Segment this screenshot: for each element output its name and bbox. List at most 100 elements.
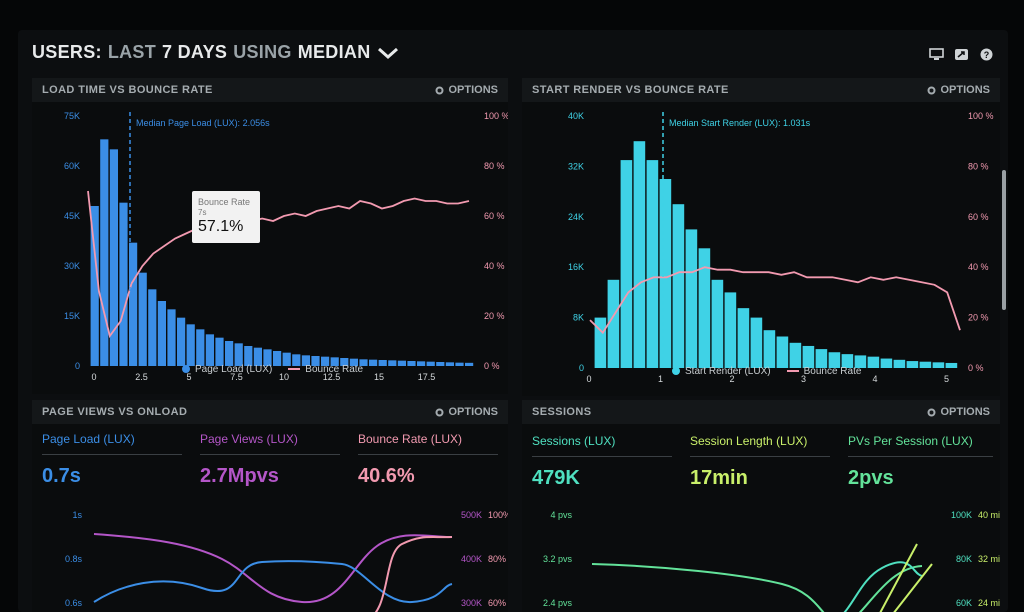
options-label: OPTIONS xyxy=(940,84,990,96)
bar xyxy=(292,354,301,366)
bar xyxy=(196,329,205,366)
legend-item-page-load[interactable]: Page Load (LUX) xyxy=(182,364,272,375)
y-tick-label: 1s xyxy=(72,510,82,520)
x-tick-label: 1 xyxy=(658,374,663,384)
metric-value: 0.7s xyxy=(42,465,81,487)
panel-load-time-vs-bounce-rate: LOAD TIME VS BOUNCE RATE OPTIONS 0 15K 30K… xyxy=(32,78,508,394)
metric-value: 40.6% xyxy=(358,465,415,487)
y-tick-label: 8K xyxy=(573,313,584,323)
y-tick-label: 60K xyxy=(64,161,80,171)
panel-page-views-vs-onload: PAGE VIEWS VS ONLOAD OPTIONS Page Load (… xyxy=(32,400,508,612)
bar xyxy=(724,292,737,368)
svg-text:?: ? xyxy=(984,50,990,60)
y2-tick-label: 80K xyxy=(956,554,972,564)
bar xyxy=(815,349,828,368)
bar xyxy=(932,362,945,368)
series-line xyxy=(879,543,918,612)
bar xyxy=(215,337,224,366)
title-median: MEDIAN xyxy=(297,42,371,62)
y-tick-label: 24K xyxy=(568,212,584,222)
bar xyxy=(407,361,416,366)
y-tick-label: 32K xyxy=(568,161,584,171)
options-button[interactable]: OPTIONS xyxy=(927,400,990,424)
bar xyxy=(763,330,776,368)
y-tick-label: 15K xyxy=(64,311,80,321)
y-tick-label: 0.6s xyxy=(65,598,83,608)
y-tick-label: 0 xyxy=(75,361,80,371)
load-time-chart: 0 15K 30K 45K 60K 75K 0 % 20 % 40 % 60 % 80 % 100 %… xyxy=(64,111,508,382)
y2-tick-label: 100 % xyxy=(968,111,994,121)
metric-label: Session Length (LUX) xyxy=(690,434,808,448)
help-icon[interactable]: ? xyxy=(979,48,994,61)
metric-label: Page Views (LUX) xyxy=(200,432,298,446)
y-tick-label: 45K xyxy=(64,211,80,221)
bar xyxy=(359,359,368,366)
bar xyxy=(436,362,445,366)
bar xyxy=(698,248,711,368)
options-button[interactable]: OPTIONS xyxy=(435,400,498,424)
monitor-icon[interactable] xyxy=(929,48,944,61)
legend-label: Bounce Rate xyxy=(803,366,862,377)
bar xyxy=(711,279,724,368)
series-line xyxy=(591,563,923,612)
scrollbar[interactable] xyxy=(1002,170,1006,310)
metric-page-load: Page Load (LUX) 0.7s xyxy=(42,432,182,488)
bar xyxy=(607,279,620,368)
y2-tick-label: 60 % xyxy=(484,211,505,221)
dashboard-title[interactable]: USERS: LAST 7 DAYS USING MEDIAN xyxy=(32,42,399,63)
bar xyxy=(789,342,802,368)
title-days: 7 DAYS xyxy=(162,42,228,62)
bar xyxy=(776,336,789,368)
tooltip-sub: 7s xyxy=(198,208,207,217)
y2-tick-label: 80 % xyxy=(484,161,505,171)
options-button[interactable]: OPTIONS xyxy=(435,78,498,102)
chart-legend: Start Render (LUX) Bounce Rate xyxy=(672,366,861,377)
bar xyxy=(263,349,272,366)
panel-title: PAGE VIEWS VS ONLOAD xyxy=(32,400,508,424)
x-tick-label: 15 xyxy=(374,372,384,382)
bar xyxy=(321,356,330,366)
y3-tick-label: 60% xyxy=(488,598,506,608)
y2-tick-label: 100 % xyxy=(484,111,508,121)
export-icon[interactable] xyxy=(954,48,969,61)
bar xyxy=(417,361,426,366)
y2-tick-label: 20 % xyxy=(484,311,505,321)
metric-label: PVs Per Session (LUX) xyxy=(848,434,973,448)
legend-item-bounce-rate[interactable]: Bounce Rate xyxy=(786,366,862,377)
y2-tick-label: 400K xyxy=(461,554,482,564)
bar xyxy=(646,160,659,368)
bar xyxy=(919,361,932,368)
y2-tick-label: 0 % xyxy=(484,361,500,371)
metric-page-views: Page Views (LUX) 2.7Mpvs xyxy=(200,432,340,488)
y2-tick-label: 60K xyxy=(956,598,972,608)
gear-icon xyxy=(927,86,936,94)
y2-tick-label: 60 % xyxy=(968,212,989,222)
bar xyxy=(426,361,435,366)
bar xyxy=(340,358,349,366)
legend-item-bounce-rate[interactable]: Bounce Rate xyxy=(288,364,363,375)
median-label: Median Page Load (LUX): 2.056s xyxy=(136,118,270,128)
bar xyxy=(90,206,99,366)
bar xyxy=(841,354,854,368)
panel-sessions: SESSIONS OPTIONS Sessions (LUX) 479K Ses… xyxy=(522,400,1000,612)
bar xyxy=(906,361,919,368)
legend-item-start-render[interactable]: Start Render (LUX) xyxy=(672,366,771,377)
options-label: OPTIONS xyxy=(448,84,498,96)
metric-value: 2.7Mpvs xyxy=(200,465,279,487)
panel-start-render-vs-bounce-rate: START RENDER VS BOUNCE RATE OPTIONS 0 8K 1… xyxy=(522,78,1000,396)
metric-bounce-rate: Bounce Rate (LUX) 40.6% xyxy=(358,432,498,488)
x-tick-label: 17.5 xyxy=(418,372,436,382)
bar xyxy=(167,309,176,366)
metric-sessions: Sessions (LUX) 479K xyxy=(532,434,672,490)
chevron-down-icon[interactable] xyxy=(377,46,399,60)
options-button[interactable]: OPTIONS xyxy=(927,78,990,102)
legend-label: Start Render (LUX) xyxy=(685,366,771,377)
bar xyxy=(465,362,474,366)
sessions-chart: 4 pvs 3.2 pvs 2.4 pvs 100K 80K 60K 40 min 32 mi… xyxy=(543,510,1000,612)
bar xyxy=(445,362,454,366)
legend-label: Bounce Rate xyxy=(305,364,364,375)
y3-tick-label: 40 min xyxy=(978,510,1000,520)
metric-divider xyxy=(848,456,993,457)
bar xyxy=(737,308,750,368)
y2-tick-label: 20 % xyxy=(968,313,989,323)
